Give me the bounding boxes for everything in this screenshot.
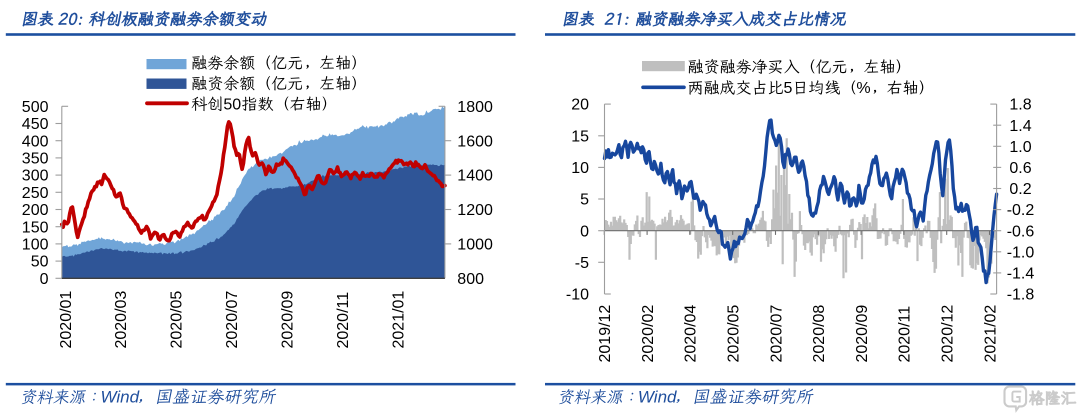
- svg-text:-0.2: -0.2: [1007, 202, 1035, 219]
- svg-text:%: %: [856, 80, 870, 97]
- svg-text:5: 5: [784, 80, 793, 97]
- svg-text:-0.6: -0.6: [1007, 223, 1035, 240]
- svg-text:2020/05: 2020/05: [169, 291, 186, 349]
- svg-text:2021/02: 2021/02: [982, 305, 999, 363]
- svg-text:2020/01: 2020/01: [58, 291, 75, 349]
- svg-text:400: 400: [22, 133, 49, 150]
- svg-text:250: 250: [22, 185, 49, 202]
- svg-text:-10: -10: [566, 287, 589, 304]
- svg-text:0: 0: [40, 271, 49, 288]
- svg-text:0.6: 0.6: [1009, 160, 1031, 177]
- svg-text:1.4: 1.4: [1009, 118, 1031, 135]
- svg-text:2020/09: 2020/09: [854, 305, 871, 363]
- svg-text:1000: 1000: [457, 237, 493, 254]
- svg-text:1800: 1800: [457, 99, 493, 116]
- svg-text:2020/05: 2020/05: [726, 305, 743, 363]
- svg-text:150: 150: [22, 219, 49, 236]
- svg-text:0.2: 0.2: [1009, 181, 1031, 198]
- svg-text:2020/11: 2020/11: [335, 292, 352, 349]
- svg-text:0: 0: [580, 223, 589, 240]
- svg-text:5: 5: [580, 192, 589, 209]
- svg-text:2020/09: 2020/09: [280, 291, 297, 349]
- svg-text:800: 800: [457, 271, 484, 288]
- svg-text:500: 500: [22, 99, 49, 116]
- svg-text:2020/07: 2020/07: [224, 291, 241, 349]
- svg-text:20: 20: [571, 97, 589, 114]
- svg-text:50: 50: [31, 254, 49, 271]
- svg-text:300: 300: [22, 168, 49, 185]
- svg-text:2020/04: 2020/04: [683, 305, 700, 363]
- svg-text:2019/12: 2019/12: [597, 305, 614, 363]
- svg-text:-5: -5: [575, 255, 589, 272]
- svg-text:10: 10: [571, 160, 589, 177]
- svg-text:50: 50: [223, 96, 241, 113]
- svg-text:Wind: Wind: [101, 388, 140, 407]
- svg-text:350: 350: [22, 151, 49, 168]
- svg-text:-1.0: -1.0: [1007, 244, 1035, 261]
- svg-text:Wind: Wind: [638, 388, 677, 407]
- svg-text:1600: 1600: [457, 133, 493, 150]
- svg-text:2020/12: 2020/12: [940, 305, 957, 363]
- svg-text:1400: 1400: [457, 168, 493, 185]
- svg-text:2020/03: 2020/03: [113, 291, 130, 349]
- svg-text:1.8: 1.8: [1009, 97, 1031, 114]
- svg-text:1.0: 1.0: [1009, 139, 1031, 156]
- svg-text:-1.8: -1.8: [1007, 287, 1035, 304]
- svg-text:-1.4: -1.4: [1007, 266, 1035, 283]
- svg-text:100: 100: [22, 237, 49, 254]
- svg-text:15: 15: [571, 128, 589, 145]
- svg-text:2020/08: 2020/08: [811, 305, 828, 363]
- svg-text:2020/11: 2020/11: [897, 306, 914, 363]
- svg-text:2020/07: 2020/07: [768, 305, 785, 363]
- svg-text:1200: 1200: [457, 202, 493, 219]
- svg-text:2020/02: 2020/02: [640, 305, 657, 363]
- svg-text:200: 200: [22, 202, 49, 219]
- svg-text:450: 450: [22, 116, 49, 133]
- svg-text:2021/01: 2021/01: [390, 291, 407, 349]
